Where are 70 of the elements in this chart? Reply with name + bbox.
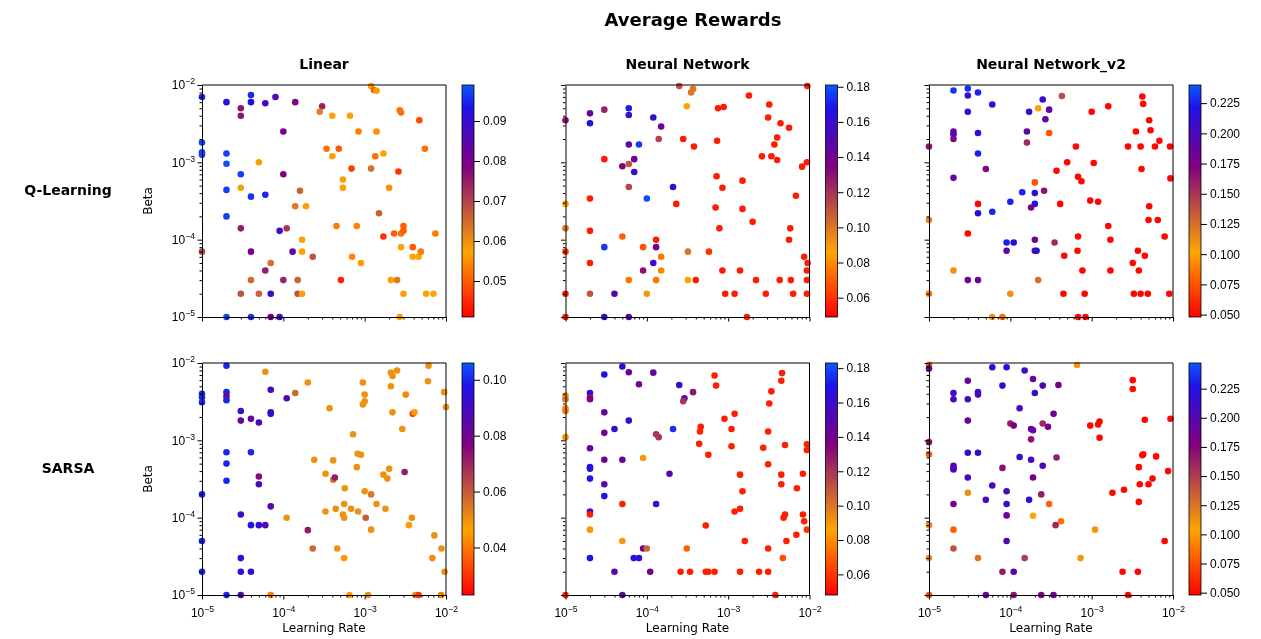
y-tick-label: 10$^{−4}$ [171, 231, 196, 248]
color-bar-label: 0.06 [483, 484, 507, 499]
x-tick-label: 10$^{−5}$ [554, 604, 578, 621]
color-bar-label: 0.14 [846, 150, 871, 165]
color-bar-label: 0.100 [1210, 247, 1241, 262]
x-tick-label: 10$^{−4}$ [272, 604, 296, 621]
chart-title: Linear [299, 56, 349, 72]
color-bar-label: 0.050 [1210, 586, 1241, 601]
color-bar-label: 0.06 [846, 291, 871, 306]
color-bar-label: 0.16 [846, 115, 871, 130]
x-tick-label: 10$^{−3}$ [353, 604, 377, 621]
color-bar-label: 0.125 [1210, 498, 1241, 513]
y-tick-label: 10$^{−5}$ [171, 308, 196, 325]
color-bar-label: 0.06 [846, 567, 871, 582]
color-bar-label: 0.150 [1210, 469, 1241, 484]
color-bar-label: 0.125 [1210, 217, 1241, 232]
color-bar-label: 0.10 [846, 220, 871, 235]
chart-title: Neural Network_v2 [976, 56, 1126, 73]
x-tick-label: 10$^{−5}$ [190, 604, 215, 621]
x-axis-title: Learning Rate [1009, 621, 1093, 635]
color-bar-label: 0.14 [846, 430, 871, 445]
color-bar-label: 0.16 [846, 395, 871, 410]
color-bar-label: 0.08 [846, 255, 871, 270]
color-bar-label: 0.200 [1210, 126, 1241, 141]
x-tick-label: 10$^{−2}$ [1161, 604, 1186, 621]
x-tick-label: 10$^{−2}$ [798, 604, 822, 621]
color-bar-label: 0.07 [483, 194, 507, 209]
color-bar-label: 0.050 [1210, 307, 1241, 322]
color-bar-label: 0.08 [483, 429, 507, 444]
color-bar-label: 0.09 [483, 114, 507, 129]
color-bar-label: 0.175 [1210, 440, 1241, 455]
color-bar-label: 0.175 [1210, 156, 1241, 171]
color-bar-label: 0.150 [1210, 187, 1241, 202]
color-bar-label: 0.10 [846, 498, 871, 513]
color-bar-label: 0.225 [1210, 96, 1241, 111]
y-tick-label: 10$^{−2}$ [171, 354, 196, 371]
color-bar-label: 0.10 [483, 373, 507, 388]
chart-title: Neural Network [625, 56, 751, 72]
color-bar-label: 0.18 [846, 361, 871, 376]
y-tick-label: 10$^{−5}$ [171, 586, 196, 603]
y-tick-label: 10$^{−3}$ [171, 431, 196, 448]
text: Q-Learning [24, 182, 112, 198]
x-tick-label: 10$^{−4}$ [635, 604, 660, 621]
x-axis-title: Learning Rate [282, 621, 366, 635]
color-bar-label: 0.12 [846, 185, 871, 200]
color-bar-label: 0.075 [1210, 556, 1241, 571]
color-bar-label: 0.200 [1210, 411, 1241, 426]
color-bar-label: 0.08 [483, 154, 507, 169]
color-bar-label: 0.075 [1210, 277, 1241, 292]
color-bar-label: 0.12 [846, 464, 871, 479]
x-tick-label: 10$^{−3}$ [717, 604, 741, 621]
x-tick-label: 10$^{−5}$ [917, 604, 942, 621]
y-axis-title: Beta [141, 187, 155, 215]
color-bar-label: 0.18 [846, 80, 871, 95]
color-bar-label: 0.04 [483, 540, 507, 555]
x-tick-label: 10$^{−2}$ [434, 604, 459, 621]
text: Average Rewards [604, 9, 782, 30]
y-tick-label: 10$^{−2}$ [171, 76, 196, 93]
color-bar-label: 0.100 [1210, 527, 1241, 542]
x-axis-title: Learning Rate [645, 621, 730, 635]
y-tick-label: 10$^{−3}$ [171, 153, 196, 170]
color-bar-label: 0.08 [846, 533, 871, 548]
x-tick-label: 10$^{−4}$ [999, 604, 1023, 621]
text: SARSA [41, 460, 95, 476]
color-bar-label: 0.05 [483, 274, 507, 289]
x-tick-label: 10$^{−3}$ [1080, 604, 1104, 621]
y-axis-title: Beta [141, 465, 155, 493]
y-tick-label: 10$^{−4}$ [171, 509, 196, 526]
color-bar-label: 0.225 [1210, 381, 1241, 396]
color-bar-label: 0.06 [483, 234, 507, 249]
